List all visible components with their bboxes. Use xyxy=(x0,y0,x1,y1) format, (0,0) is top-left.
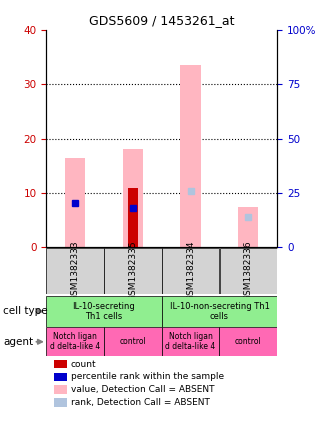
Text: IL-10-secreting
Th1 cells: IL-10-secreting Th1 cells xyxy=(73,302,135,321)
Title: GDS5609 / 1453261_at: GDS5609 / 1453261_at xyxy=(89,14,234,27)
Bar xyxy=(46,327,104,356)
Text: cell type: cell type xyxy=(3,306,48,316)
Text: GSM1382335: GSM1382335 xyxy=(128,241,137,302)
Text: rank, Detection Call = ABSENT: rank, Detection Call = ABSENT xyxy=(71,398,210,407)
Text: Notch ligan
d delta-like 4: Notch ligan d delta-like 4 xyxy=(50,332,100,352)
Bar xyxy=(128,187,138,247)
Text: count: count xyxy=(71,360,97,369)
Text: agent: agent xyxy=(3,337,33,347)
Text: GSM1382333: GSM1382333 xyxy=(71,241,80,302)
Text: IL-10-non-secreting Th1
cells: IL-10-non-secreting Th1 cells xyxy=(170,302,269,321)
Text: Notch ligan
d delta-like 4: Notch ligan d delta-like 4 xyxy=(165,332,216,352)
Text: GSM1382334: GSM1382334 xyxy=(186,241,195,302)
Text: control: control xyxy=(119,337,146,346)
Bar xyxy=(162,327,219,356)
Text: control: control xyxy=(235,337,262,346)
Bar xyxy=(46,248,104,294)
Bar xyxy=(123,149,143,247)
Bar xyxy=(162,296,277,327)
Bar xyxy=(219,248,277,294)
Bar xyxy=(162,248,219,294)
Bar xyxy=(46,296,162,327)
Bar xyxy=(219,327,277,356)
Bar xyxy=(238,206,258,247)
Text: value, Detection Call = ABSENT: value, Detection Call = ABSENT xyxy=(71,385,214,394)
Bar xyxy=(104,327,162,356)
Text: GSM1382336: GSM1382336 xyxy=(244,241,253,302)
Bar xyxy=(104,248,162,294)
Text: percentile rank within the sample: percentile rank within the sample xyxy=(71,372,224,382)
Bar xyxy=(181,65,201,247)
Bar xyxy=(65,158,85,247)
